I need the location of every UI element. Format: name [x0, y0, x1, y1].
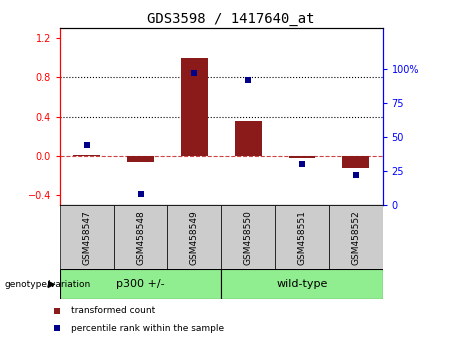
Point: [83, 143, 90, 148]
Point: [352, 172, 360, 178]
Text: p300 +/-: p300 +/-: [116, 279, 165, 289]
Point: [53, 308, 60, 314]
Text: GSM458550: GSM458550: [244, 210, 253, 265]
Point: [191, 70, 198, 76]
Point: [298, 162, 306, 167]
Bar: [60, 205, 114, 269]
Bar: [235, 121, 261, 156]
Text: GSM458547: GSM458547: [83, 210, 91, 264]
Bar: [167, 205, 221, 269]
Text: GSM458549: GSM458549: [190, 210, 199, 264]
Bar: [127, 156, 154, 162]
Bar: [221, 269, 383, 299]
Bar: [181, 58, 208, 156]
Bar: [114, 205, 167, 269]
Bar: [60, 269, 221, 299]
Bar: [342, 156, 369, 168]
Point: [53, 325, 60, 331]
Text: percentile rank within the sample: percentile rank within the sample: [71, 324, 224, 333]
Text: GSM458551: GSM458551: [297, 210, 307, 265]
Bar: [289, 156, 315, 158]
Bar: [73, 155, 100, 156]
Bar: [275, 205, 329, 269]
Text: GSM458552: GSM458552: [351, 210, 360, 264]
Text: GDS3598 / 1417640_at: GDS3598 / 1417640_at: [147, 12, 314, 27]
Point: [244, 77, 252, 83]
Text: genotype/variation: genotype/variation: [5, 280, 91, 289]
Bar: [329, 205, 383, 269]
Text: ▶: ▶: [48, 279, 56, 289]
Text: transformed count: transformed count: [71, 306, 155, 315]
Bar: [221, 205, 275, 269]
Text: wild-type: wild-type: [276, 279, 328, 289]
Text: GSM458548: GSM458548: [136, 210, 145, 264]
Point: [137, 192, 144, 197]
